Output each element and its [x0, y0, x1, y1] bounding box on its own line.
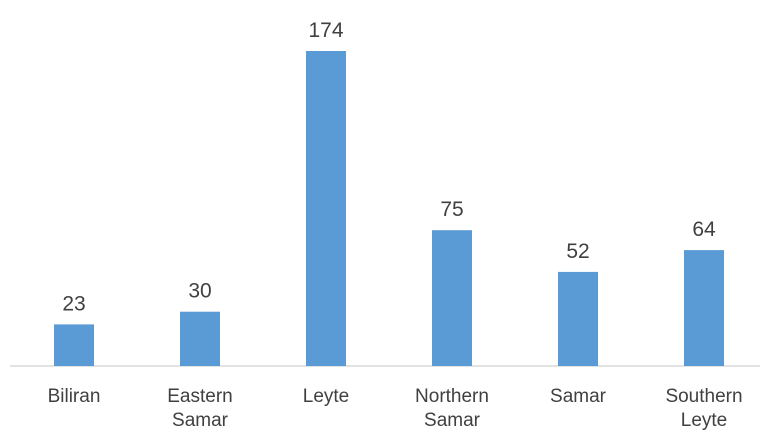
bar-samar — [558, 271, 598, 366]
category-label: Samar — [424, 410, 481, 431]
category-label: Leyte — [681, 410, 727, 431]
bar-eastern-samar — [180, 311, 220, 366]
category-label: Samar — [172, 410, 229, 431]
category-label: Eastern — [167, 386, 232, 407]
value-label: 52 — [566, 240, 589, 263]
value-labels-group: 23 30 174 75 52 64 — [62, 19, 716, 315]
value-label: 30 — [188, 280, 211, 303]
value-label: 23 — [62, 292, 85, 315]
bar-northern-samar — [432, 230, 472, 366]
category-label: Leyte — [303, 386, 349, 407]
value-label: 174 — [308, 19, 343, 42]
category-labels-group: Biliran Eastern Samar Leyte Northern Samar Sam… — [48, 386, 743, 431]
category-label: Northern — [415, 386, 489, 407]
bar-leyte — [306, 51, 346, 366]
category-label: Samar — [550, 386, 607, 407]
value-label: 64 — [692, 218, 716, 241]
value-label: 75 — [440, 198, 463, 221]
category-label: Southern — [665, 386, 742, 407]
bar-biliran — [54, 324, 94, 366]
bar-southern-leyte — [684, 250, 724, 366]
category-label: Biliran — [48, 386, 101, 407]
bars-group — [54, 51, 724, 366]
